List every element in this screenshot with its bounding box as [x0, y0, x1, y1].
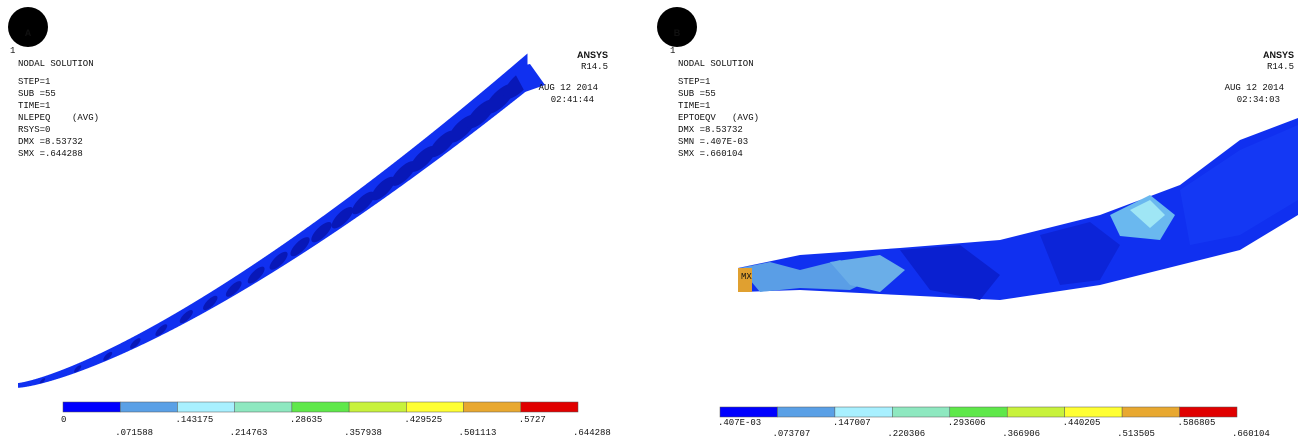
time: 02:34:03	[1237, 95, 1280, 105]
info-line: SUB =55	[678, 89, 716, 99]
legend-swatch	[892, 407, 949, 417]
legend-swatch	[63, 402, 120, 412]
legend-swatch	[235, 402, 292, 412]
legend-label: .220306	[887, 429, 925, 438]
legend-label: .293606	[948, 418, 986, 428]
legend-label: .28635	[290, 415, 322, 425]
legend-label: .073707	[772, 429, 810, 438]
legend-swatch	[1065, 407, 1122, 417]
brand: ANSYS	[1263, 50, 1294, 60]
info-line: STEP=1	[18, 77, 50, 87]
info-line: NLEPEQ (AVG)	[18, 113, 99, 123]
panel-badge	[8, 7, 48, 47]
info-line: RSYS=0	[18, 125, 50, 135]
brand: ANSYS	[577, 50, 608, 60]
legend-label: .071588	[115, 428, 153, 438]
legend-swatch	[777, 407, 834, 417]
marker: MX	[741, 272, 752, 282]
info-line: SMN =.407E-03	[678, 137, 748, 147]
info-line: SMX =.644288	[18, 149, 83, 159]
legend-swatch	[177, 402, 234, 412]
shape-b	[738, 118, 1298, 300]
window-index: 1	[10, 46, 15, 56]
legend-label: .357938	[344, 428, 382, 438]
legend-label: .429525	[404, 415, 442, 425]
info-line: DMX =8.53732	[678, 125, 743, 135]
legend-swatch	[406, 402, 463, 412]
legend-swatch	[349, 402, 406, 412]
panel-badge	[657, 7, 697, 47]
legend-label: .366906	[1002, 429, 1040, 438]
date: AUG 12 2014	[539, 83, 598, 93]
legend-swatch	[1180, 407, 1237, 417]
legend-swatch	[950, 407, 1007, 417]
version: R14.5	[1267, 62, 1294, 72]
info-line: TIME=1	[678, 101, 710, 111]
shape-a	[18, 53, 545, 387]
legend-swatch	[120, 402, 177, 412]
version: R14.5	[581, 62, 608, 72]
legend-swatch	[292, 402, 349, 412]
legend-label: .501113	[459, 428, 497, 438]
legend-label: .440205	[1063, 418, 1101, 428]
legend-label: .214763	[230, 428, 268, 438]
legend-swatch	[1007, 407, 1064, 417]
info-line: STEP=1	[678, 77, 710, 87]
info-line: NODAL SOLUTION	[678, 59, 754, 69]
info-line: SMX =.660104	[678, 149, 743, 159]
legend-label: .147007	[833, 418, 871, 428]
legend-swatch	[720, 407, 777, 417]
info-line: TIME=1	[18, 101, 50, 111]
info-line: DMX =8.53732	[18, 137, 83, 147]
legend-label: .513505	[1117, 429, 1155, 438]
info-line: NODAL SOLUTION	[18, 59, 94, 69]
date: AUG 12 2014	[1225, 83, 1284, 93]
info-line: SUB =55	[18, 89, 56, 99]
panel-label: A	[25, 28, 32, 38]
window-index: 1	[670, 46, 675, 56]
time: 02:41:44	[551, 95, 594, 105]
panel-label: B	[674, 28, 681, 38]
legend-label: .143175	[175, 415, 213, 425]
figure: A1NODAL SOLUTIONSTEP=1SUB =55TIME=1NLEPE…	[0, 0, 1298, 438]
legend-swatch	[464, 402, 521, 412]
legend-label: .586805	[1178, 418, 1216, 428]
legend-label: .407E-03	[718, 418, 761, 428]
legend-label: .5727	[519, 415, 546, 425]
legend-swatch	[521, 402, 578, 412]
legend-label: .660104	[1232, 429, 1270, 438]
legend-label: .644288	[573, 428, 611, 438]
legend-swatch	[1122, 407, 1179, 417]
helix	[18, 53, 527, 387]
info-line: EPTOEQV (AVG)	[678, 113, 759, 123]
legend-swatch	[835, 407, 892, 417]
legend-label: 0	[61, 415, 66, 425]
